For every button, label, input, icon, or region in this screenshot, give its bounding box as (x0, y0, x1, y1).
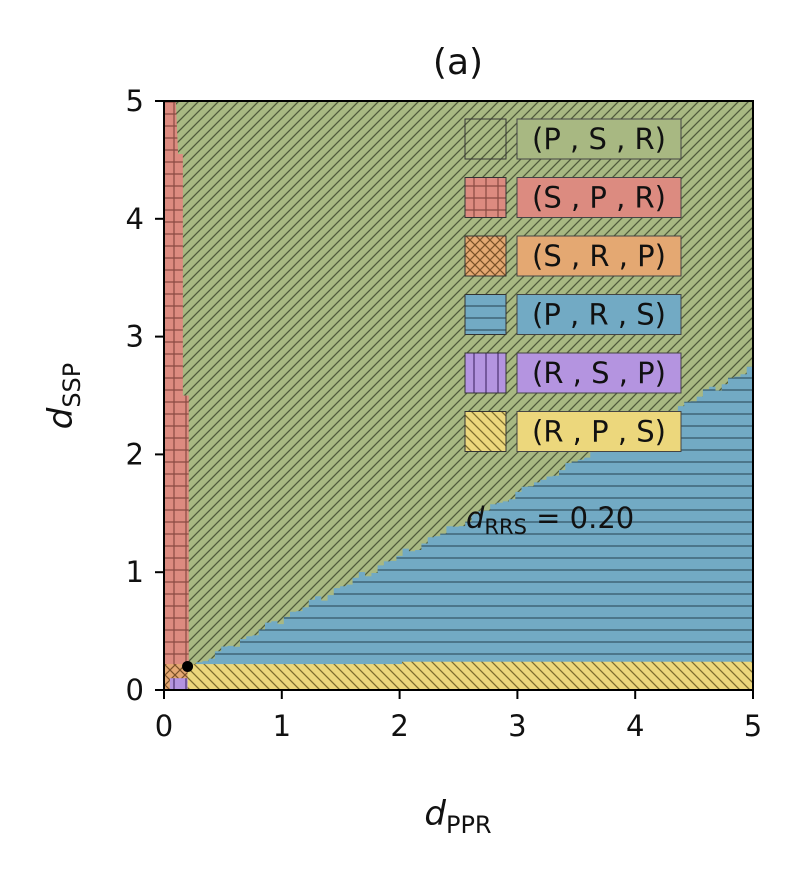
legend-item: (R , S , P) (464, 352, 682, 394)
legend-label-box (516, 177, 682, 218)
y-axis-label: dSSP (41, 363, 86, 430)
y-tick-label: 2 (126, 437, 144, 471)
annotation-rest: = 0.20 (527, 501, 634, 535)
legend-label-box (516, 411, 682, 452)
legend-swatch (464, 177, 507, 218)
legend-label-box (516, 352, 682, 394)
y-axis-label-sub: SSP (58, 363, 86, 408)
x-axis-ticks: 0 1 2 3 4 5 (155, 690, 762, 743)
legend-label-box (516, 294, 682, 335)
annotation-main: d (466, 501, 485, 535)
region-rsp (169, 678, 188, 690)
y-tick-label: 3 (126, 320, 144, 354)
annotation-text: dRRS = 0.20 (466, 501, 634, 539)
legend-swatch (464, 235, 507, 277)
region-spr (164, 101, 189, 667)
y-tick-label: 5 (126, 84, 144, 118)
annotation-sub: RRS (484, 515, 527, 539)
chart-title: (a) (433, 42, 483, 83)
legend: (P , S , R) (S , P , R) (S , R , P) (P , R … (464, 118, 682, 452)
legend-label: (P , R , S) (532, 298, 666, 332)
legend-label: (R , P , S) (532, 415, 666, 449)
legend-swatch (464, 352, 507, 394)
legend-item: (S , R , P) (464, 235, 682, 277)
legend-item: (P , S , R) (464, 118, 682, 160)
legend-item: (S , P , R) (464, 177, 682, 218)
x-axis-label-main: d (424, 794, 446, 834)
y-tick-label: 1 (126, 555, 144, 589)
x-tick-label: 0 (155, 709, 173, 743)
y-axis-ticks: 0 1 2 3 4 5 (126, 84, 164, 707)
x-tick-label: 3 (508, 709, 526, 743)
legend-label: (S , R , P) (532, 239, 666, 273)
legend-label-box (516, 118, 682, 160)
y-tick-label: 0 (126, 673, 144, 707)
x-axis-label: dPPR (424, 794, 491, 839)
legend-label-box (516, 235, 682, 277)
legend-swatch (464, 118, 507, 160)
legend-label: (P , S , R) (532, 122, 666, 156)
legend-item: (P , R , S) (464, 294, 682, 335)
region-rps (187, 664, 753, 690)
plot-frame (163, 100, 754, 691)
x-axis-label-sub: PPR (446, 811, 492, 839)
x-tick-label: 5 (744, 709, 762, 743)
region-rps-step (401, 661, 753, 666)
x-tick-label: 1 (273, 709, 291, 743)
y-axis-label-main: d (41, 407, 81, 429)
x-tick-label: 4 (626, 709, 644, 743)
legend-swatch (464, 411, 507, 452)
legend-swatch (464, 294, 507, 335)
marker-point (182, 660, 194, 672)
legend-label: (S , P , R) (532, 181, 666, 215)
legend-label: (R , S , P) (532, 356, 666, 390)
x-tick-label: 2 (390, 709, 408, 743)
legend-item: (R , P , S) (464, 411, 682, 452)
y-tick-label: 4 (126, 202, 144, 236)
